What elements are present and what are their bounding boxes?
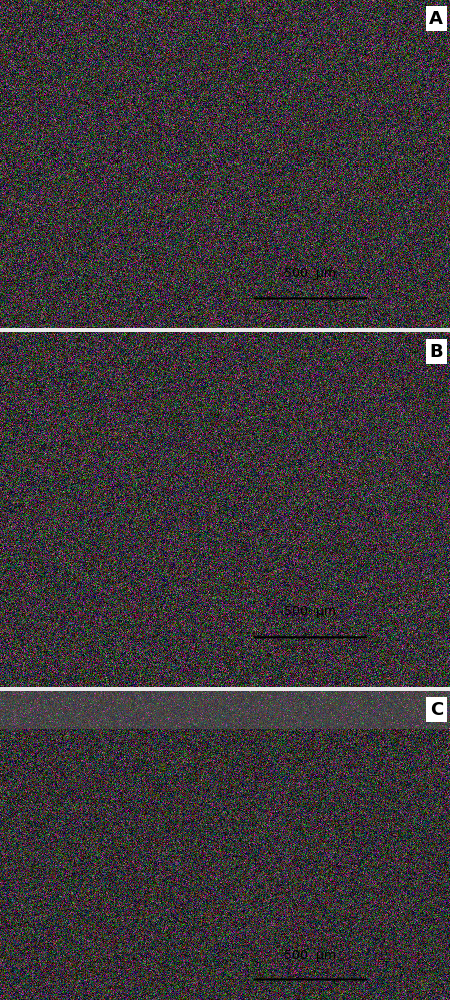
Text: 500  μm: 500 μm — [284, 267, 337, 280]
Text: 500  μm: 500 μm — [284, 605, 337, 618]
Text: C: C — [430, 701, 443, 719]
Text: A: A — [429, 10, 443, 28]
Text: 500  μm: 500 μm — [284, 949, 337, 962]
Text: B: B — [430, 343, 443, 361]
